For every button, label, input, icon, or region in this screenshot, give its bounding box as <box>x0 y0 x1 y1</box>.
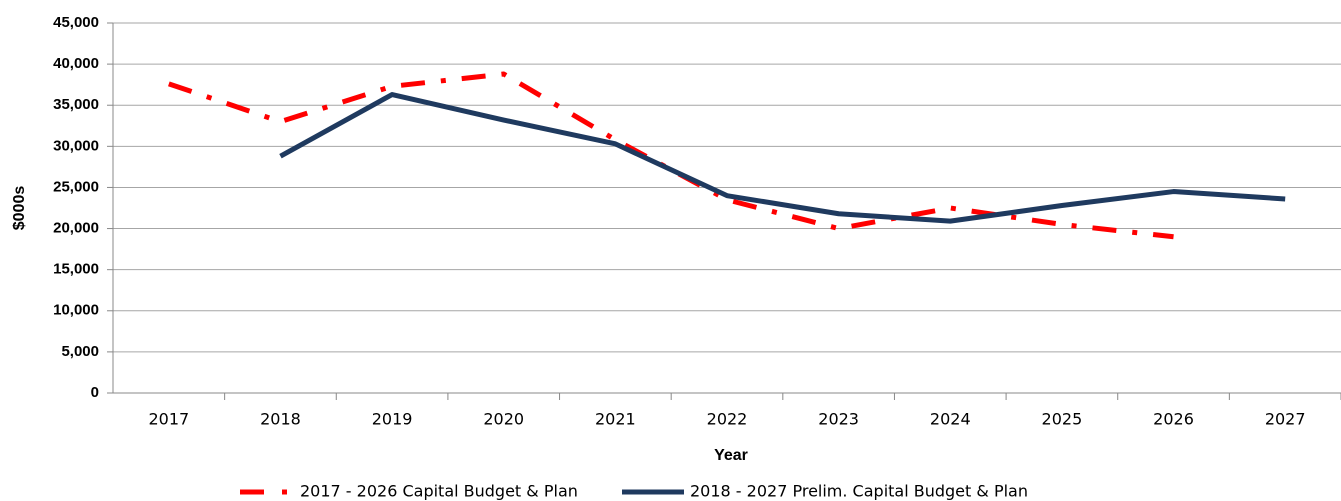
x-axis-label: Year <box>714 447 748 464</box>
y-tick-label: 35,000 <box>53 96 99 113</box>
legend-label: 2017 - 2026 Capital Budget & Plan <box>300 482 578 501</box>
y-tick-label: 30,000 <box>53 137 99 154</box>
legend-label: 2018 - 2027 Prelim. Capital Budget & Pla… <box>690 482 1028 501</box>
x-tick-label: 2024 <box>930 410 971 429</box>
x-tick-label: 2027 <box>1265 410 1306 429</box>
y-axis-label: $000s <box>11 186 28 231</box>
y-tick-label: 10,000 <box>53 302 99 319</box>
x-tick-label: 2021 <box>595 410 636 429</box>
x-tick-label: 2026 <box>1153 410 1194 429</box>
x-tick-label: 2017 <box>148 410 189 429</box>
y-tick-label: 15,000 <box>53 261 99 278</box>
x-tick-label: 2020 <box>483 410 524 429</box>
x-tick-label: 2022 <box>707 410 748 429</box>
y-tick-label: 20,000 <box>53 220 99 237</box>
y-tick-label: 25,000 <box>53 178 99 195</box>
x-tick-label: 2025 <box>1042 410 1083 429</box>
y-tick-label: 0 <box>91 384 99 401</box>
x-tick-label: 2018 <box>260 410 301 429</box>
x-tick-label: 2019 <box>372 410 413 429</box>
x-tick-label: 2023 <box>818 410 859 429</box>
series-line <box>279 92 1286 224</box>
y-tick-label: 40,000 <box>53 55 99 72</box>
y-tick-label: 45,000 <box>53 14 99 31</box>
y-tick-label: 5,000 <box>61 343 99 360</box>
